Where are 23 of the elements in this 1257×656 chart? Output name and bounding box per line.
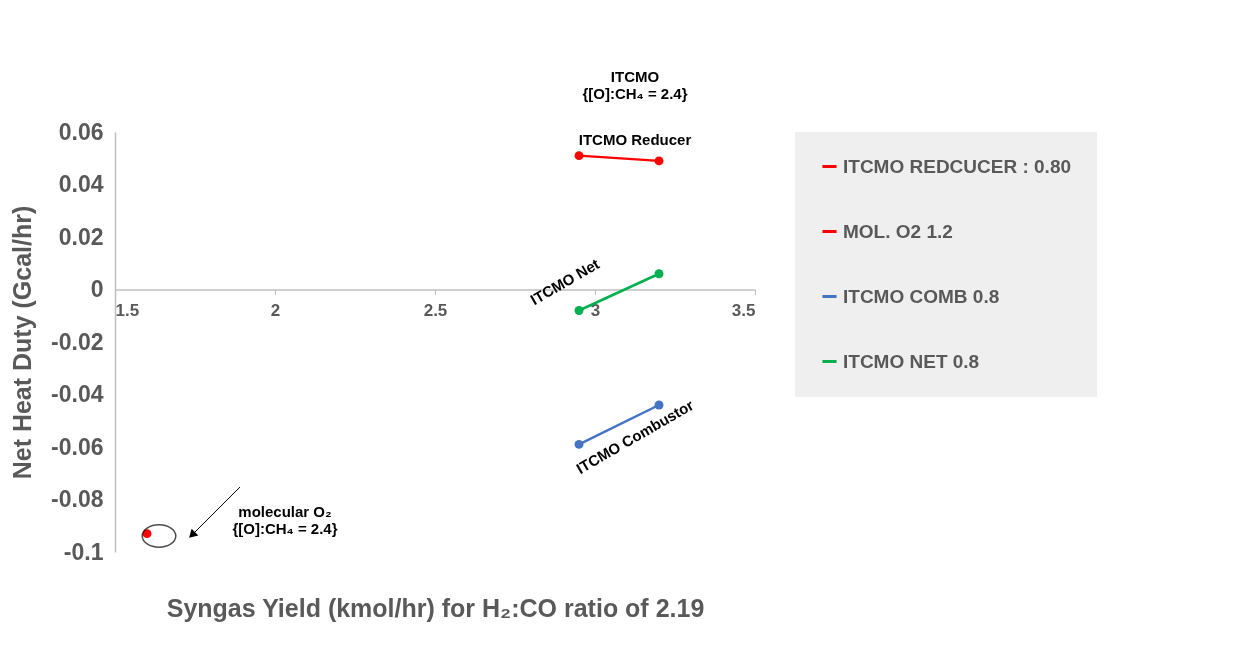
- legend-label: ITCMO REDCUCER : 0.80: [843, 155, 1072, 177]
- y-tick-label: -0.08: [51, 486, 104, 512]
- y-tick-label: 0.04: [58, 171, 104, 197]
- x-tick-label: 1.5: [115, 301, 140, 320]
- x-tick-label: 3.5: [731, 301, 756, 320]
- annotation: ITCMO Reducer: [578, 131, 692, 148]
- x-axis-title: Syngas Yield (kmol/hr) for H₂:CO ratio of 2.19: [166, 593, 705, 622]
- y-tick-label: -0.1: [63, 538, 104, 565]
- x-tick-label: 2: [270, 301, 281, 320]
- y-tick-label: 0.06: [58, 118, 104, 145]
- legend-label: ITCMO NET 0.8: [843, 350, 980, 372]
- legend-label: MOL. O2 1.2: [843, 220, 953, 242]
- x-tick-label: 3: [590, 301, 601, 320]
- y-tick-label: 0: [90, 276, 104, 302]
- legend-label: ITCMO COMB 0.8: [843, 285, 1000, 307]
- y-tick-label: -0.06: [51, 433, 104, 460]
- y-axis-title: Net Heat Duty (Gcal/hr): [8, 205, 37, 480]
- x-tick-label: 2.5: [423, 301, 448, 320]
- annotation: molecular O₂ {[O]:CH₄ = 2.4}: [232, 503, 338, 537]
- text: ITCMO {[O]:CH₄ = 2.4}: [582, 68, 688, 102]
- y-tick-label: -0.02: [51, 328, 104, 355]
- y-tick-label: 0.02: [58, 223, 104, 250]
- y-tick-label: -0.04: [51, 381, 104, 407]
